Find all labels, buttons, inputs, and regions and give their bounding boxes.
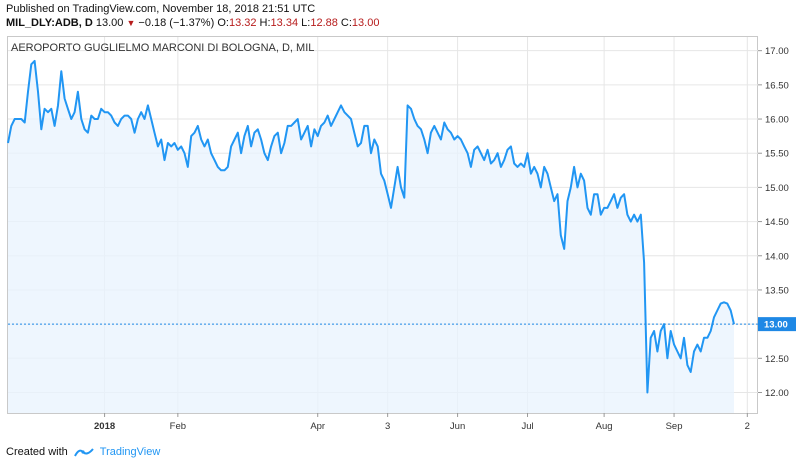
x-tick-label: Jul [521, 421, 533, 432]
y-tick-label: 12.50 [765, 354, 789, 365]
y-tick-label: 12.00 [765, 388, 789, 399]
last-value-tag: 13.00 [758, 317, 796, 332]
y-tick-label: 14.00 [765, 251, 789, 262]
low-value: 12.88 [310, 17, 338, 29]
x-axis[interactable]: 2018FebApr3JunJulAugSep2Nov [94, 413, 800, 432]
price-line[interactable] [7, 59, 735, 394]
y-tick-label: 16.50 [765, 80, 789, 91]
close-value: 13.00 [351, 17, 380, 29]
y-tick-label: 17.00 [765, 46, 789, 57]
created-with-label: Created with [6, 446, 68, 458]
footer: Created with TradingView [6, 446, 160, 458]
chart-frame [7, 36, 758, 414]
x-tick-label: 2 [745, 421, 750, 432]
price-area [8, 60, 734, 414]
last-price: 13.00 [95, 17, 124, 29]
y-tick-label: 16.00 [765, 115, 789, 126]
x-tick-label: 3 [385, 421, 390, 432]
close-label: C: [340, 17, 352, 29]
x-tick-label: Sep [666, 421, 683, 432]
y-axis[interactable]: 12.00 12.50 13.00 13.50 14.00 14.50 15.00 15.50… [758, 46, 789, 399]
symbol-label: MIL_DLY:ADB, D [6, 17, 93, 29]
x-tick-label: 2018 [94, 421, 115, 432]
x-tick-label: Feb [170, 421, 186, 432]
y-tick-label: 15.50 [765, 149, 789, 160]
published-info: Published on TradingView.com, November 1… [6, 3, 316, 15]
open-value: 13.32 [228, 17, 257, 29]
y-tick-label: 14.50 [765, 217, 789, 228]
open-label: O: [217, 17, 229, 29]
x-tick-label: Aug [596, 421, 613, 432]
chart-title: AEROPORTO GUGLIELMO MARCONI DI BOLOGNA, … [11, 42, 315, 54]
x-tick-label: Apr [310, 421, 325, 432]
high-value: 13.34 [270, 17, 299, 29]
y-tick-label: 13.50 [765, 285, 789, 296]
last-value-label: 13.00 [764, 320, 788, 331]
tradingview-brand[interactable]: TradingView [99, 446, 161, 458]
down-arrow-icon: ▼ [126, 18, 136, 28]
low-label: L: [301, 17, 311, 29]
tradingview-logo-icon [73, 448, 94, 457]
high-label: H: [259, 17, 271, 29]
x-tick-label: Jun [450, 421, 465, 432]
price-change: −0.18 (−1.37%) [138, 17, 215, 29]
y-tick-label: 15.00 [765, 183, 789, 194]
ohlc-bar: MIL_DLY:ADB, D 13.00 ▼ −0.18 (−1.37%) O:… [6, 17, 379, 29]
